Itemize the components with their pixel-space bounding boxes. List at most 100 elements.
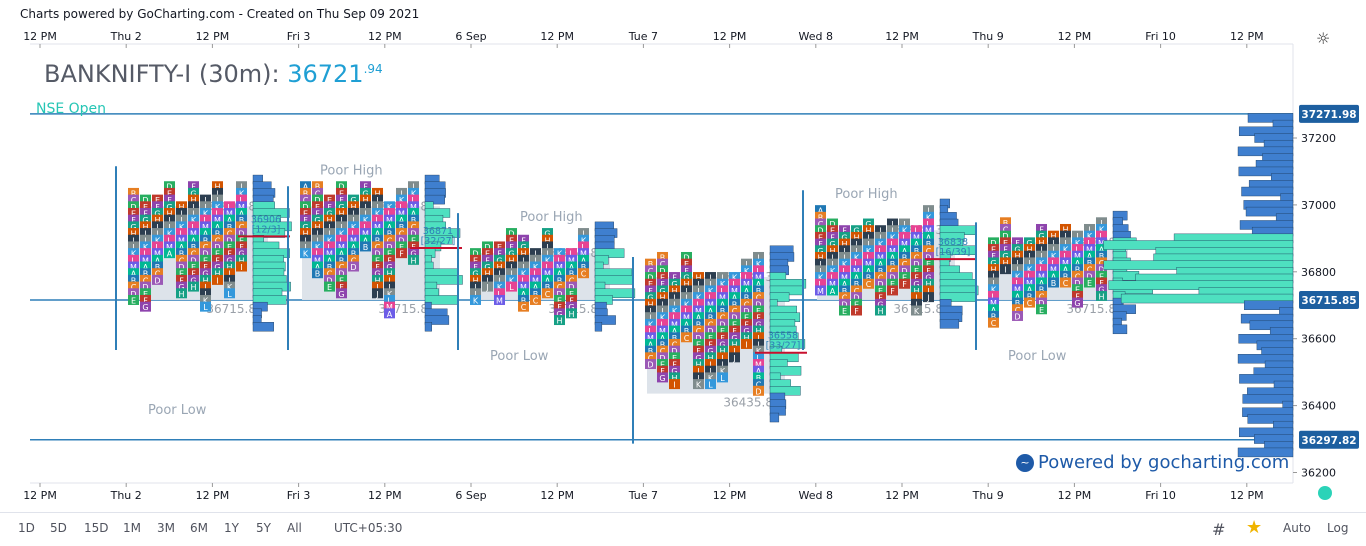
tpo-letter: G xyxy=(743,327,749,336)
tpo-block xyxy=(827,225,838,236)
tpo-letter: F xyxy=(203,263,208,272)
tpo-letter: F xyxy=(1003,246,1008,255)
tpo-block xyxy=(360,187,371,198)
tpo-letter: H xyxy=(130,230,136,239)
tpo-letter: G xyxy=(520,243,526,252)
tpo-letter: L xyxy=(991,292,996,301)
tpo-block xyxy=(729,338,740,349)
tpo-letter: E xyxy=(720,327,725,336)
tpo-block xyxy=(729,318,740,329)
composite-profile-bar xyxy=(1247,113,1294,123)
range-5y-button[interactable]: 5Y xyxy=(256,521,271,535)
range-15d-button[interactable]: 15D xyxy=(84,521,109,535)
tpo-block xyxy=(188,268,199,279)
tpo-letter: J xyxy=(387,283,390,292)
poc-tpo-count: [32/27] xyxy=(421,236,456,247)
tpo-block xyxy=(988,310,999,321)
timezone-button[interactable]: UTC+05:30 xyxy=(334,521,403,535)
tpo-block xyxy=(408,254,419,265)
tpo-letter: B xyxy=(672,334,678,343)
tpo-block xyxy=(518,274,529,285)
tpo-letter: C xyxy=(203,243,209,252)
tpo-block xyxy=(348,241,359,252)
tpo-block xyxy=(482,248,493,259)
gear-icon[interactable]: ☼ xyxy=(1316,29,1331,48)
range-6m-button[interactable]: 6M xyxy=(190,521,208,535)
tpo-block xyxy=(554,248,565,259)
tpo-letter: G xyxy=(410,250,416,259)
tpo-block xyxy=(1096,284,1107,295)
tpo-block xyxy=(324,221,335,232)
val-label: 36435.8 xyxy=(723,396,773,410)
tpo-letter: E xyxy=(1039,306,1044,315)
tpo-letter: G xyxy=(647,294,653,303)
tpo-letter: L xyxy=(672,314,677,323)
tpo-block xyxy=(506,234,517,245)
tpo-block xyxy=(839,238,850,249)
range-1d-button[interactable]: 1D xyxy=(18,521,35,535)
tpo-letter: C xyxy=(1027,299,1033,308)
range-1m-button[interactable]: 1M xyxy=(123,521,141,535)
x-tick-label-bottom: 12 PM xyxy=(196,489,230,502)
tpo-block xyxy=(729,305,740,316)
log-scale-button[interactable]: Log xyxy=(1327,521,1349,535)
tpo-letter: M xyxy=(410,203,417,212)
tpo-letter: J xyxy=(581,230,584,239)
tpo-block xyxy=(140,268,151,279)
tpo-letter: J xyxy=(143,236,146,245)
tpo-letter: L xyxy=(854,260,859,269)
tpo-letter: B xyxy=(818,213,824,222)
auto-scale-button[interactable]: Auto xyxy=(1283,521,1311,535)
range-all-button[interactable]: All xyxy=(287,521,302,535)
tpo-letter: J xyxy=(167,223,170,232)
tpo-letter: E xyxy=(569,290,574,299)
tpo-block xyxy=(753,318,764,329)
tpo-letter: B xyxy=(744,294,750,303)
tpo-letter: D xyxy=(1074,279,1080,288)
grid-icon[interactable]: # xyxy=(1212,520,1226,539)
tpo-block xyxy=(1000,257,1011,268)
tpo-letter: B xyxy=(315,270,321,279)
tpo-letter: K xyxy=(1039,259,1045,268)
tpo-block xyxy=(1000,217,1011,228)
tpo-letter: E xyxy=(191,263,196,272)
tpo-letter: K xyxy=(830,267,836,276)
tpo-letter: A xyxy=(167,250,173,259)
tpo-letter: C xyxy=(143,276,149,285)
tpo-block xyxy=(657,312,668,323)
tpo-letter: C xyxy=(315,189,321,198)
tpo-letter: D xyxy=(683,253,689,262)
tpo-letter: K xyxy=(818,274,824,283)
tpo-block xyxy=(408,234,419,245)
tpo-letter: E xyxy=(708,334,713,343)
tpo-letter: K xyxy=(179,223,185,232)
tpo-block xyxy=(645,359,656,370)
tpo-block xyxy=(681,318,692,329)
volume-profile-bar xyxy=(1112,324,1128,335)
tpo-letter: I xyxy=(697,367,699,376)
tpo-block xyxy=(236,187,247,198)
tpo-block xyxy=(717,365,728,376)
tpo-block xyxy=(1072,237,1083,248)
tpo-letter: G xyxy=(314,216,320,225)
tpo-block xyxy=(657,372,668,383)
tpo-block xyxy=(152,274,163,285)
tpo-letter: F xyxy=(684,267,689,276)
range-5d-button[interactable]: 5D xyxy=(50,521,67,535)
range-3m-button[interactable]: 3M xyxy=(157,521,175,535)
volume-profile-bar xyxy=(769,292,790,302)
tpo-letter: F xyxy=(387,256,392,265)
tpo-letter: M xyxy=(496,296,503,305)
tpo-letter: B xyxy=(399,223,405,232)
tpo-block xyxy=(741,265,752,276)
tpo-letter: C xyxy=(818,220,824,229)
range-1y-button[interactable]: 1Y xyxy=(224,521,239,535)
tpo-block xyxy=(923,285,934,296)
tpo-block xyxy=(128,187,139,198)
brand-watermark[interactable]: ~ Powered by gocharting.com xyxy=(1016,452,1289,473)
tpo-letter: G xyxy=(719,340,725,349)
star-icon[interactable]: ★ xyxy=(1246,517,1263,538)
status-dot-icon[interactable] xyxy=(1318,486,1332,500)
tpo-letter: J xyxy=(533,256,536,265)
